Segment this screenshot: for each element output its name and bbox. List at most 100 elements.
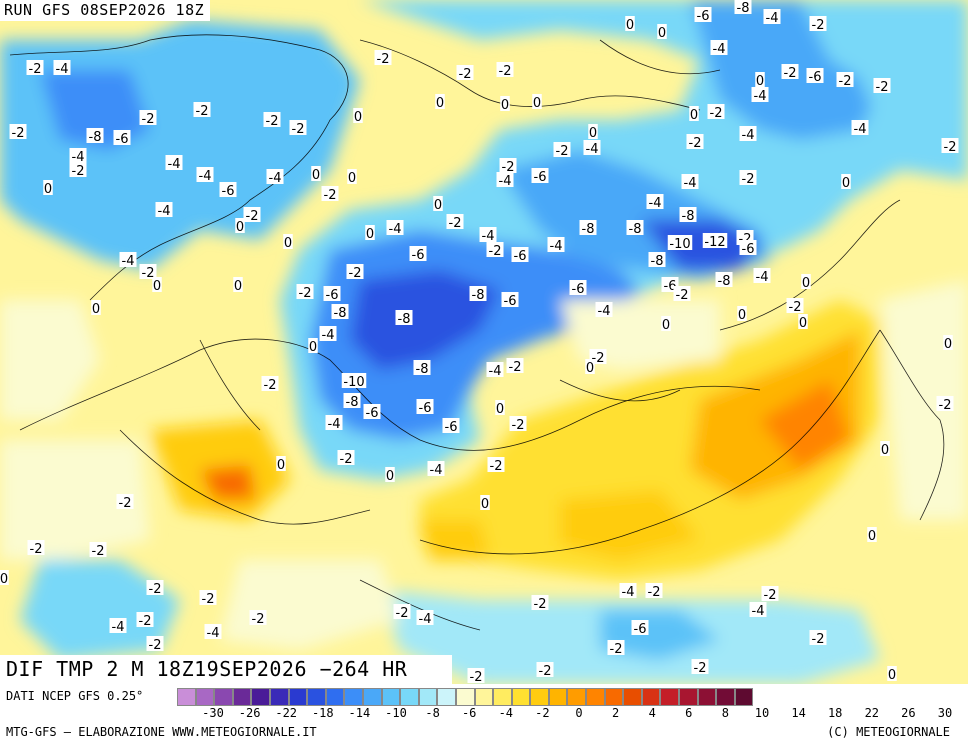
- contour-label: -2: [292, 122, 305, 137]
- contour-label-box: [657, 24, 667, 39]
- contour-label: -4: [766, 11, 779, 26]
- contour-label: -4: [328, 417, 341, 432]
- credit-left: MTG-GFS — ELABORAZIONE WWW.METEOGIORNALE…: [6, 725, 317, 739]
- contour-label: 0: [277, 458, 285, 473]
- scale-swatch: [734, 688, 754, 706]
- scale-swatch: [548, 688, 568, 706]
- contour-label: -2: [534, 597, 547, 612]
- scale-swatch: [437, 688, 456, 706]
- contour-label-box: [801, 274, 811, 289]
- scale-swatch: [325, 688, 345, 706]
- contour-label: 0: [366, 227, 374, 242]
- contour-label-box: [427, 461, 445, 476]
- contour-label: -2: [509, 360, 522, 375]
- scale-swatch: [214, 688, 233, 706]
- contour-label: -2: [142, 266, 155, 281]
- contour-label-box: [249, 610, 267, 625]
- contour-label-box: [0, 570, 9, 585]
- contour-label-box: [809, 630, 827, 645]
- contour-label: 0: [92, 302, 100, 317]
- contour-label: 0: [386, 469, 394, 484]
- contour-label: -6: [222, 184, 235, 199]
- contour-label: -2: [490, 459, 503, 474]
- contour-label: -6: [445, 420, 458, 435]
- contour-label-box: [495, 400, 505, 415]
- contour-label-box: [500, 96, 510, 111]
- scale-tick-label: 2: [611, 706, 620, 720]
- scale-swatch: [177, 688, 196, 706]
- contour-label-box: [446, 214, 464, 229]
- contour-label: -4: [854, 122, 867, 137]
- contour-label: -2: [556, 144, 569, 159]
- contour-label: 0: [436, 96, 444, 111]
- contour-label: 0: [589, 126, 597, 141]
- contour-label-box: [625, 16, 635, 31]
- contour-label: -4: [419, 612, 432, 627]
- contour-label-box: [583, 140, 601, 155]
- contour-label: -4: [207, 626, 220, 641]
- contour-label: -2: [789, 300, 802, 315]
- contour-label: 0: [0, 572, 8, 587]
- contour-label-box: [353, 108, 363, 123]
- contour-label-box: [139, 110, 157, 125]
- contour-label-box: [116, 494, 134, 509]
- scale-tick-label: 0: [575, 706, 583, 720]
- contour-label-box: [89, 542, 107, 557]
- contour-label: 0: [799, 316, 807, 331]
- contour-label: -2: [676, 288, 689, 303]
- contour-label: -2: [266, 114, 279, 129]
- contour-label: -2: [539, 664, 552, 679]
- contour-label: -2: [196, 104, 209, 119]
- contour-label: 0: [842, 176, 850, 191]
- contour-label-box: [536, 662, 554, 677]
- contour-label: 0: [501, 98, 509, 113]
- contour-label: -4: [754, 89, 767, 104]
- scale-swatch: [474, 688, 494, 706]
- contour-label: 0: [496, 402, 504, 417]
- contour-label-box: [867, 527, 877, 542]
- contour-label: 0: [434, 198, 442, 213]
- contour-label: -4: [713, 42, 726, 57]
- contour-label-box: [467, 668, 485, 683]
- contour-label-box: [266, 169, 284, 184]
- contour-label-box: [480, 495, 490, 510]
- contour-label-box: [595, 302, 613, 317]
- scale-swatch: [641, 688, 661, 706]
- scale-tick-label: -14: [348, 706, 371, 720]
- contour-label-box: [109, 618, 127, 633]
- contour-label-box: [363, 404, 381, 419]
- contour-label-box: [710, 40, 728, 55]
- contour-label-box: [337, 450, 355, 465]
- contour-label-box: [781, 64, 799, 79]
- contour-label: -2: [349, 266, 362, 281]
- contour-label: -4: [56, 62, 69, 77]
- scale-tick-label: 26: [901, 706, 916, 720]
- contour-label: 0: [481, 497, 489, 512]
- contour-label: 0: [44, 182, 52, 197]
- contour-label: 0: [888, 668, 896, 683]
- scale-swatch: [344, 688, 363, 706]
- contour-label-box: [873, 78, 891, 93]
- contour-label: -8: [682, 209, 695, 224]
- contour-label-box: [851, 120, 869, 135]
- contour-label: 0: [234, 279, 242, 294]
- contour-label: -2: [944, 140, 957, 155]
- scale-tick-label: -4: [498, 706, 514, 720]
- contour-label: 0: [738, 308, 746, 323]
- contour-label: -2: [92, 544, 105, 559]
- contour-label: -6: [326, 288, 339, 303]
- scale-tick-label: 30: [937, 706, 953, 720]
- contour-label-box: [751, 87, 769, 102]
- scale-swatch: [288, 688, 308, 706]
- contour-label: 0: [658, 26, 666, 41]
- contour-label-box: [579, 220, 597, 235]
- scale-swatch: [381, 688, 401, 706]
- contour-label-box: [319, 326, 337, 341]
- contour-label-box: [661, 316, 671, 331]
- contour-label: -4: [389, 222, 402, 237]
- contour-label: -2: [246, 209, 259, 224]
- contour-label: -2: [784, 66, 797, 81]
- contour-label-box: [263, 112, 281, 127]
- contour-label: -4: [199, 169, 212, 184]
- contour-label: -4: [430, 463, 443, 478]
